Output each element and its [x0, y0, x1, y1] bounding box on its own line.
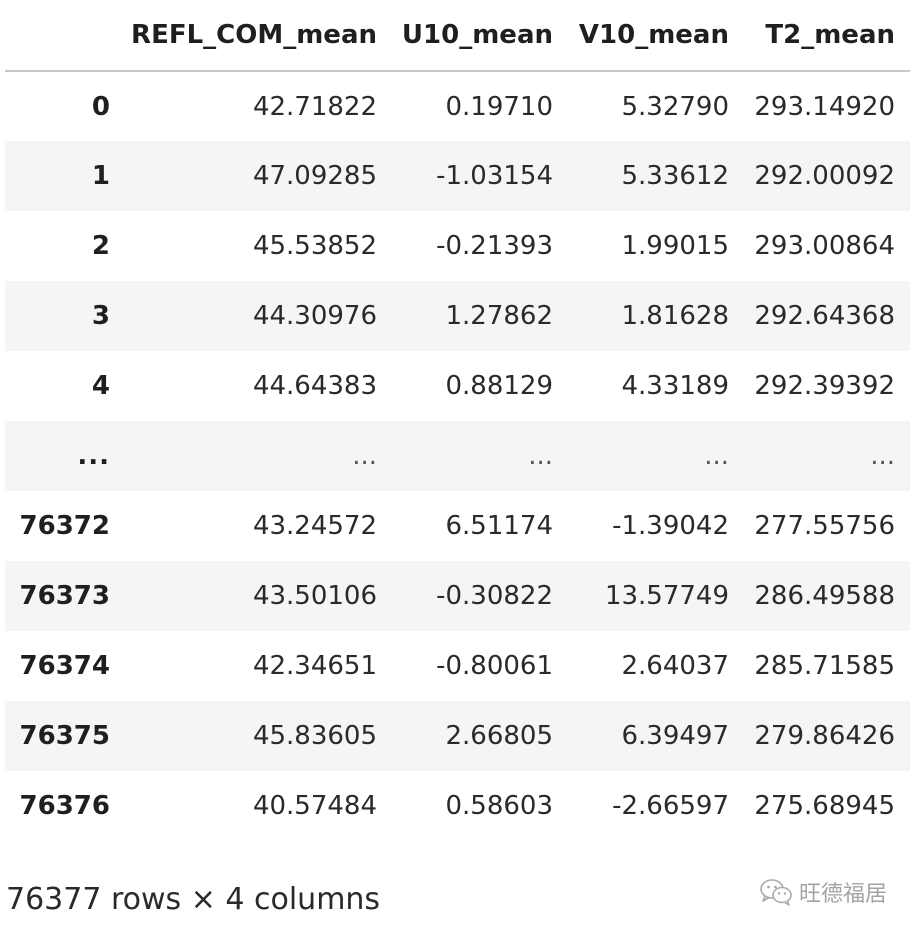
- ellipsis-row: ...............: [5, 421, 910, 491]
- table-cell: 0.19710: [445, 91, 553, 122]
- table-cell: 6.39497: [621, 721, 729, 751]
- table-cell: 47.09285: [252, 161, 377, 191]
- table-cell: 292.00092: [754, 161, 895, 191]
- table-cell: 275.68945: [754, 791, 895, 821]
- wechat-icon: [759, 878, 793, 906]
- table-cell: 0.88129: [445, 371, 553, 401]
- dataframe-shape-note: 76377 rows × 4 columns: [6, 882, 381, 917]
- watermark-text: 旺德福居: [798, 882, 887, 907]
- table-cell: -0.21393: [436, 231, 553, 261]
- table-cell: 2.66805: [445, 721, 553, 751]
- table-row: 1 47.09285 -1.03154 5.33612 292.00092: [5, 141, 910, 211]
- table-row: 76374 42.34651 -0.80061 2.64037 285.71585: [5, 631, 910, 701]
- table-cell: -0.80061: [436, 651, 553, 681]
- table-cell: 293.14920: [754, 91, 895, 122]
- table-cell: 0.58603: [445, 791, 553, 821]
- row-index: ...: [77, 441, 110, 471]
- table-cell: 292.64368: [754, 301, 895, 331]
- column-header: T2_mean: [741, 0, 910, 72]
- table-row: 4 44.64383 0.88129 4.33189 292.39392: [5, 351, 910, 421]
- table-cell: 2.64037: [621, 651, 729, 681]
- table-cell: -1.39042: [612, 511, 729, 541]
- table-cell: 286.49588: [754, 581, 895, 611]
- table-cell: 42.71822: [252, 91, 377, 122]
- table-row: 76373 43.50106 -0.30822 13.57749 286.49588: [5, 561, 910, 631]
- row-index: 76373: [19, 581, 110, 611]
- table-cell: 1.99015: [621, 231, 729, 261]
- index-header: [5, 0, 113, 72]
- table-cell: 279.86426: [754, 721, 895, 751]
- watermark: 旺德福居: [759, 876, 887, 908]
- table-cell: -1.03154: [436, 161, 553, 191]
- row-index: 0: [91, 91, 110, 122]
- table-cell: 5.32790: [621, 91, 729, 122]
- table-cell: ...: [352, 441, 377, 471]
- row-index: 76375: [19, 721, 110, 751]
- row-index: 4: [91, 371, 110, 401]
- table-cell: 45.53852: [252, 231, 377, 261]
- row-index: 76374: [19, 651, 110, 681]
- table-row: 76376 40.57484 0.58603 -2.66597 275.68945: [5, 771, 910, 841]
- table-row: 76375 45.83605 2.66805 6.39497 279.86426: [5, 701, 910, 771]
- column-header: U10_mean: [389, 0, 565, 72]
- table-cell: 44.30976: [252, 301, 377, 331]
- column-header: V10_mean: [565, 0, 741, 72]
- row-index: 1: [91, 161, 110, 191]
- row-index: 76372: [19, 511, 110, 541]
- table-cell: 4.33189: [621, 371, 729, 401]
- table-cell: -2.66597: [612, 791, 729, 821]
- table-cell: 1.81628: [621, 301, 729, 331]
- table-cell: 42.34651: [252, 651, 377, 681]
- table-cell: 277.55756: [754, 511, 895, 541]
- table-cell: 45.83605: [252, 721, 377, 751]
- column-header: REFL_COM_mean: [113, 0, 389, 72]
- table-cell: ...: [870, 441, 895, 471]
- table-body: 0 42.71822 0.19710 5.32790 293.14920 1 47.0928…: [5, 71, 910, 841]
- table-cell: 292.39392: [754, 371, 895, 401]
- row-index: 2: [91, 231, 110, 261]
- table-cell: 43.24572: [252, 511, 377, 541]
- table-cell: -0.30822: [436, 581, 553, 611]
- table-cell: 6.51174: [445, 511, 553, 541]
- table-cell: ...: [704, 441, 729, 471]
- table-cell: 13.57749: [604, 581, 729, 611]
- table-row: 2 45.53852 -0.21393 1.99015 293.00864: [5, 211, 910, 281]
- table-row: 0 42.71822 0.19710 5.32790 293.14920: [5, 71, 910, 141]
- table-cell: 5.33612: [621, 161, 729, 191]
- table-cell: ...: [528, 441, 553, 471]
- table-cell: 293.00864: [754, 231, 895, 261]
- table-cell: 43.50106: [252, 581, 377, 611]
- row-index: 76376: [19, 791, 110, 821]
- table-cell: 40.57484: [252, 791, 377, 821]
- table-cell: 285.71585: [754, 651, 895, 681]
- table-cell: 1.27862: [445, 301, 553, 331]
- table-row: 76372 43.24572 6.51174 -1.39042 277.55756: [5, 491, 910, 561]
- dataframe-table: REFL_COM_mean U10_mean V10_mean T2_mean …: [5, 0, 910, 841]
- header-row: REFL_COM_mean U10_mean V10_mean T2_mean: [5, 0, 910, 72]
- table-cell: 44.64383: [252, 371, 377, 401]
- table-row: 3 44.30976 1.27862 1.81628 292.64368: [5, 281, 910, 351]
- row-index: 3: [91, 301, 110, 331]
- table-header: REFL_COM_mean U10_mean V10_mean T2_mean: [5, 0, 910, 72]
